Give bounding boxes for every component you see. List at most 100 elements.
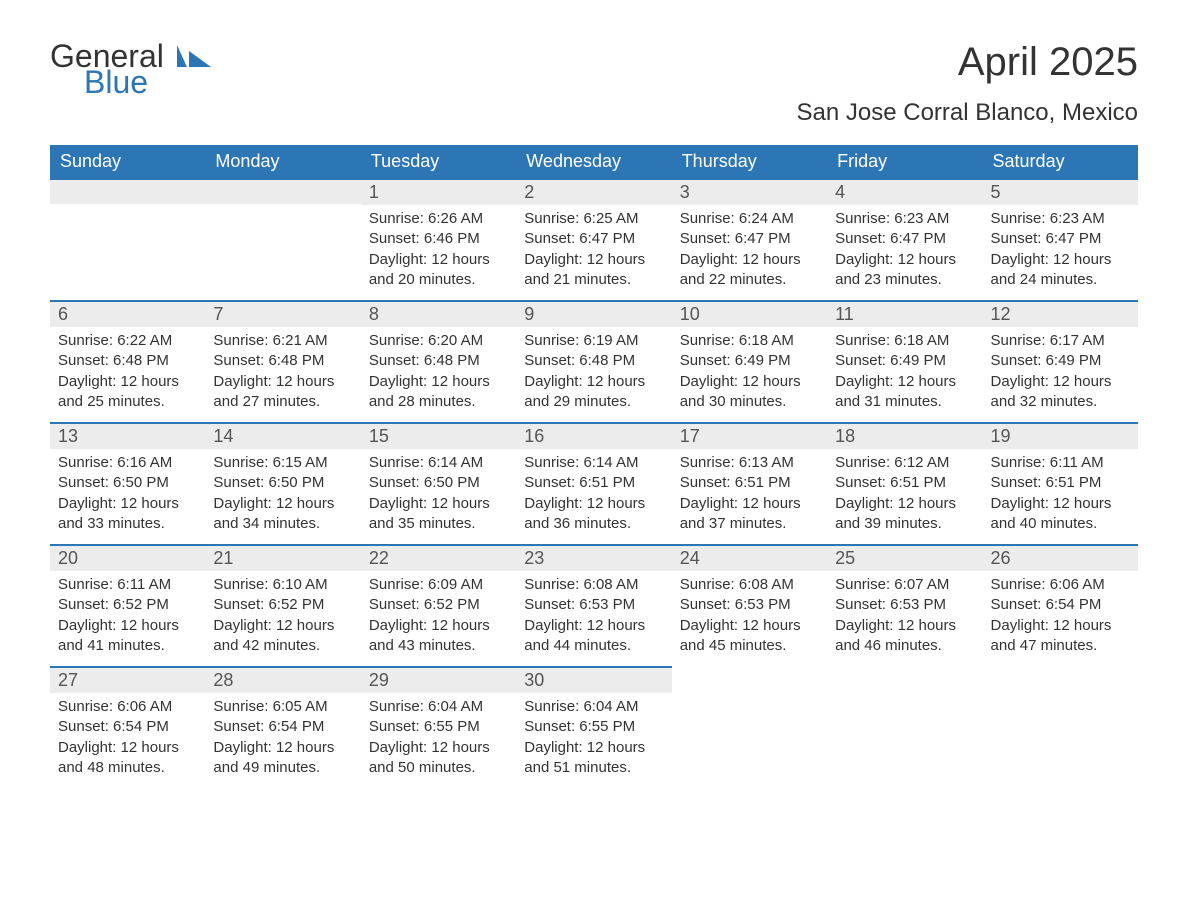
sunset-text: Sunset: 6:54 PM xyxy=(991,595,1130,615)
day-number: 19 xyxy=(983,422,1138,449)
sunrise-text: Sunrise: 6:24 AM xyxy=(680,209,819,229)
calendar-cell xyxy=(983,666,1138,788)
calendar-cell: 12Sunrise: 6:17 AMSunset: 6:49 PMDayligh… xyxy=(983,300,1138,422)
daylight-text: Daylight: 12 hours and 35 minutes. xyxy=(369,494,508,535)
sunrise-text: Sunrise: 6:04 AM xyxy=(524,697,663,717)
day-body: Sunrise: 6:14 AMSunset: 6:51 PMDaylight:… xyxy=(516,449,671,544)
calendar-week: 6Sunrise: 6:22 AMSunset: 6:48 PMDaylight… xyxy=(50,300,1138,422)
sunrise-text: Sunrise: 6:19 AM xyxy=(524,331,663,351)
sunrise-text: Sunrise: 6:13 AM xyxy=(680,453,819,473)
day-number: 27 xyxy=(50,666,205,693)
sunrise-text: Sunrise: 6:08 AM xyxy=(680,575,819,595)
sunrise-text: Sunrise: 6:14 AM xyxy=(524,453,663,473)
calendar-cell: 15Sunrise: 6:14 AMSunset: 6:50 PMDayligh… xyxy=(361,422,516,544)
day-number-empty xyxy=(50,178,205,204)
sunset-text: Sunset: 6:52 PM xyxy=(58,595,197,615)
sunset-text: Sunset: 6:51 PM xyxy=(680,473,819,493)
day-number: 15 xyxy=(361,422,516,449)
calendar-cell: 21Sunrise: 6:10 AMSunset: 6:52 PMDayligh… xyxy=(205,544,360,666)
day-body: Sunrise: 6:22 AMSunset: 6:48 PMDaylight:… xyxy=(50,327,205,422)
daylight-text: Daylight: 12 hours and 45 minutes. xyxy=(680,616,819,657)
calendar-cell: 28Sunrise: 6:05 AMSunset: 6:54 PMDayligh… xyxy=(205,666,360,788)
daylight-text: Daylight: 12 hours and 31 minutes. xyxy=(835,372,974,413)
daylight-text: Daylight: 12 hours and 37 minutes. xyxy=(680,494,819,535)
sunset-text: Sunset: 6:49 PM xyxy=(991,351,1130,371)
calendar-cell: 30Sunrise: 6:04 AMSunset: 6:55 PMDayligh… xyxy=(516,666,671,788)
calendar-cell: 19Sunrise: 6:11 AMSunset: 6:51 PMDayligh… xyxy=(983,422,1138,544)
day-number: 13 xyxy=(50,422,205,449)
sunrise-text: Sunrise: 6:16 AM xyxy=(58,453,197,473)
day-body: Sunrise: 6:17 AMSunset: 6:49 PMDaylight:… xyxy=(983,327,1138,422)
calendar-cell: 24Sunrise: 6:08 AMSunset: 6:53 PMDayligh… xyxy=(672,544,827,666)
day-number: 24 xyxy=(672,544,827,571)
day-number-empty xyxy=(205,178,360,204)
day-body: Sunrise: 6:15 AMSunset: 6:50 PMDaylight:… xyxy=(205,449,360,544)
daylight-text: Daylight: 12 hours and 43 minutes. xyxy=(369,616,508,657)
daylight-text: Daylight: 12 hours and 36 minutes. xyxy=(524,494,663,535)
day-body: Sunrise: 6:19 AMSunset: 6:48 PMDaylight:… xyxy=(516,327,671,422)
daylight-text: Daylight: 12 hours and 48 minutes. xyxy=(58,738,197,779)
sunset-text: Sunset: 6:54 PM xyxy=(58,717,197,737)
daylight-text: Daylight: 12 hours and 47 minutes. xyxy=(991,616,1130,657)
sunset-text: Sunset: 6:51 PM xyxy=(835,473,974,493)
daylight-text: Daylight: 12 hours and 46 minutes. xyxy=(835,616,974,657)
day-body: Sunrise: 6:05 AMSunset: 6:54 PMDaylight:… xyxy=(205,693,360,788)
day-body: Sunrise: 6:26 AMSunset: 6:46 PMDaylight:… xyxy=(361,205,516,300)
daylight-text: Daylight: 12 hours and 41 minutes. xyxy=(58,616,197,657)
calendar-cell: 16Sunrise: 6:14 AMSunset: 6:51 PMDayligh… xyxy=(516,422,671,544)
calendar-cell: 1Sunrise: 6:26 AMSunset: 6:46 PMDaylight… xyxy=(361,178,516,300)
sunrise-text: Sunrise: 6:11 AM xyxy=(58,575,197,595)
brand-logo: General Blue xyxy=(50,40,211,98)
sunset-text: Sunset: 6:55 PM xyxy=(524,717,663,737)
day-number: 12 xyxy=(983,300,1138,327)
sunrise-text: Sunrise: 6:06 AM xyxy=(58,697,197,717)
daylight-text: Daylight: 12 hours and 49 minutes. xyxy=(213,738,352,779)
day-number: 14 xyxy=(205,422,360,449)
calendar-cell: 29Sunrise: 6:04 AMSunset: 6:55 PMDayligh… xyxy=(361,666,516,788)
day-body: Sunrise: 6:21 AMSunset: 6:48 PMDaylight:… xyxy=(205,327,360,422)
day-number: 28 xyxy=(205,666,360,693)
sunrise-text: Sunrise: 6:23 AM xyxy=(835,209,974,229)
day-number: 6 xyxy=(50,300,205,327)
calendar-cell: 9Sunrise: 6:19 AMSunset: 6:48 PMDaylight… xyxy=(516,300,671,422)
daylight-text: Daylight: 12 hours and 28 minutes. xyxy=(369,372,508,413)
daylight-text: Daylight: 12 hours and 44 minutes. xyxy=(524,616,663,657)
day-body: Sunrise: 6:06 AMSunset: 6:54 PMDaylight:… xyxy=(983,571,1138,666)
day-header: Friday xyxy=(827,145,982,178)
day-body: Sunrise: 6:07 AMSunset: 6:53 PMDaylight:… xyxy=(827,571,982,666)
daylight-text: Daylight: 12 hours and 34 minutes. xyxy=(213,494,352,535)
sunset-text: Sunset: 6:52 PM xyxy=(369,595,508,615)
calendar-cell: 20 Sunrise: 6:11 AMSunset: 6:52 PMDayligh… xyxy=(50,544,205,666)
sunset-text: Sunset: 6:47 PM xyxy=(680,229,819,249)
sunrise-text: Sunrise: 6:20 AM xyxy=(369,331,508,351)
daylight-text: Daylight: 12 hours and 50 minutes. xyxy=(369,738,508,779)
calendar-cell: 10Sunrise: 6:18 AMSunset: 6:49 PMDayligh… xyxy=(672,300,827,422)
daylight-text: Daylight: 12 hours and 39 minutes. xyxy=(835,494,974,535)
sunrise-text: Sunrise: 6:05 AM xyxy=(213,697,352,717)
day-number: 20 xyxy=(50,544,205,571)
title-block: April 2025 San Jose Corral Blanco, Mexic… xyxy=(797,40,1138,127)
brand-word-2: Blue xyxy=(84,66,211,98)
day-number: 3 xyxy=(672,178,827,205)
sunset-text: Sunset: 6:54 PM xyxy=(213,717,352,737)
day-body: Sunrise: 6:25 AMSunset: 6:47 PMDaylight:… xyxy=(516,205,671,300)
calendar-cell: 14Sunrise: 6:15 AMSunset: 6:50 PMDayligh… xyxy=(205,422,360,544)
day-body: Sunrise: 6:16 AMSunset: 6:50 PMDaylight:… xyxy=(50,449,205,544)
daylight-text: Daylight: 12 hours and 21 minutes. xyxy=(524,250,663,291)
daylight-text: Daylight: 12 hours and 27 minutes. xyxy=(213,372,352,413)
sunset-text: Sunset: 6:53 PM xyxy=(524,595,663,615)
calendar-cell: 4Sunrise: 6:23 AMSunset: 6:47 PMDaylight… xyxy=(827,178,982,300)
sunset-text: Sunset: 6:48 PM xyxy=(213,351,352,371)
day-number: 11 xyxy=(827,300,982,327)
daylight-text: Daylight: 12 hours and 24 minutes. xyxy=(991,250,1130,291)
sunrise-text: Sunrise: 6:10 AM xyxy=(213,575,352,595)
daylight-text: Daylight: 12 hours and 42 minutes. xyxy=(213,616,352,657)
day-header: Wednesday xyxy=(516,145,671,178)
calendar-cell: 23Sunrise: 6:08 AMSunset: 6:53 PMDayligh… xyxy=(516,544,671,666)
day-header: Thursday xyxy=(672,145,827,178)
sunrise-text: Sunrise: 6:25 AM xyxy=(524,209,663,229)
sunrise-text: Sunrise: 6:12 AM xyxy=(835,453,974,473)
calendar-week: 27Sunrise: 6:06 AMSunset: 6:54 PMDayligh… xyxy=(50,666,1138,788)
calendar-cell: 22Sunrise: 6:09 AMSunset: 6:52 PMDayligh… xyxy=(361,544,516,666)
day-body: Sunrise: 6:09 AMSunset: 6:52 PMDaylight:… xyxy=(361,571,516,666)
